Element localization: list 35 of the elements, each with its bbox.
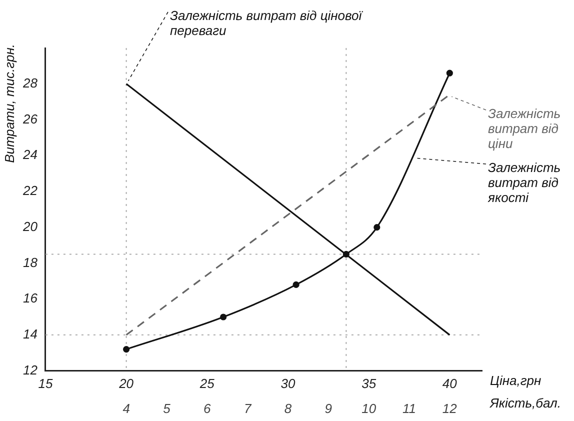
x-tick-label: 30 xyxy=(280,376,296,392)
x-axis-title: Ціна,грн xyxy=(490,372,542,388)
x-tick-label: 40 xyxy=(442,376,458,392)
x2-tick-label: 6 xyxy=(204,400,212,416)
y-axis-title: Витрати, тис.грн. xyxy=(2,44,17,163)
y-tick-label: 20 xyxy=(22,218,38,234)
x-tick-label: 20 xyxy=(118,376,134,392)
x2-tick-label: 12 xyxy=(442,400,458,416)
y-tick-label: 22 xyxy=(22,183,38,198)
x2-tick-label: 10 xyxy=(362,400,377,416)
text: Залежність витрат від якості xyxy=(487,160,561,205)
y-tick-label: 18 xyxy=(22,254,38,270)
x2-tick-label: 8 xyxy=(284,400,292,416)
y-tick-label: 12 xyxy=(22,362,38,378)
y-tick-label: 14 xyxy=(22,326,38,342)
x2-tick-label: 4 xyxy=(122,400,130,416)
y-tick-label: 24 xyxy=(22,147,38,162)
point xyxy=(374,224,380,231)
text: Залежність витрат від цінової переваги xyxy=(170,8,364,38)
point xyxy=(220,314,227,320)
x2-tick-label: 9 xyxy=(324,400,332,416)
y-tick-label: 26 xyxy=(22,111,38,126)
x2-tick-label: 5 xyxy=(163,400,172,416)
x-tick-label: 35 xyxy=(362,376,377,392)
x2-axis-title: Якість,бал. xyxy=(489,395,562,410)
x2-tick-label: 7 xyxy=(244,400,252,416)
point xyxy=(123,346,130,353)
text: Залежність витрат від ціни xyxy=(488,106,561,151)
y-tick-label: 28 xyxy=(22,75,38,90)
x-tick-label: 25 xyxy=(198,376,216,392)
point xyxy=(446,70,453,76)
point xyxy=(292,281,300,288)
x2-tick-label: 11 xyxy=(402,400,416,416)
x-tick-label: 15 xyxy=(38,376,54,392)
y-tick-label: 16 xyxy=(22,290,38,306)
